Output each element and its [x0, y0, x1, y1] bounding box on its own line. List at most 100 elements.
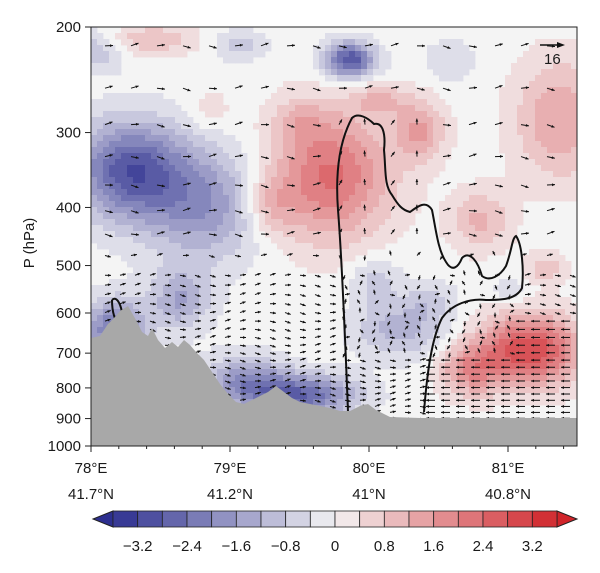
- field-cell: [565, 339, 572, 346]
- field-cell: [403, 303, 410, 310]
- wind-vector-head: [432, 353, 436, 358]
- field-cell: [355, 291, 362, 298]
- field-cell: [373, 165, 380, 172]
- field-cell: [277, 153, 284, 160]
- field-cell: [205, 237, 212, 244]
- field-cell: [91, 117, 98, 124]
- field-cell: [499, 231, 506, 238]
- field-cell: [391, 303, 398, 310]
- field-cell: [187, 309, 194, 316]
- field-cell: [439, 105, 446, 112]
- wind-vector-head: [501, 379, 504, 383]
- field-cell: [361, 375, 368, 382]
- field-cell: [229, 45, 236, 52]
- field-cell: [319, 69, 326, 76]
- field-cell: [475, 225, 482, 232]
- field-cell: [541, 309, 548, 316]
- field-cell: [565, 45, 572, 52]
- wind-vector-head: [272, 372, 276, 376]
- wind-vector-head: [415, 204, 419, 208]
- field-cell: [181, 333, 188, 340]
- field-cell: [277, 183, 284, 190]
- field-cell: [565, 369, 572, 376]
- field-cell: [415, 165, 422, 172]
- field-cell: [373, 159, 380, 166]
- field-cell: [529, 51, 536, 58]
- field-cell: [523, 141, 530, 148]
- field-cell: [463, 51, 470, 58]
- field-cell: [463, 231, 470, 238]
- field-cell: [559, 309, 566, 316]
- field-cell: [541, 141, 548, 148]
- field-cell: [241, 33, 248, 40]
- wind-vector-head: [402, 295, 406, 300]
- field-cell: [517, 87, 524, 94]
- wind-vector-head: [137, 320, 141, 323]
- field-cell: [559, 369, 566, 376]
- field-cell: [343, 321, 350, 328]
- field-cell: [241, 345, 248, 352]
- field-cell: [229, 33, 236, 40]
- field-cell: [205, 93, 212, 100]
- field-cell: [337, 201, 344, 208]
- field-cell: [301, 177, 308, 184]
- field-cell: [535, 111, 542, 118]
- field-cell: [181, 129, 188, 136]
- wind-vector-head: [135, 85, 139, 89]
- field-cell: [553, 297, 560, 304]
- field-cell: [301, 207, 308, 214]
- field-cell: [91, 141, 98, 148]
- field-cell: [505, 81, 512, 88]
- wind-vector-head: [510, 304, 514, 308]
- field-cell: [241, 267, 248, 274]
- field-cell: [469, 213, 476, 220]
- field-cell: [139, 99, 146, 106]
- field-cell: [175, 315, 182, 322]
- wind-vector-head: [339, 228, 342, 233]
- field-cell: [307, 189, 314, 196]
- field-cell: [217, 111, 224, 118]
- field-cell: [553, 81, 560, 88]
- field-cell: [397, 231, 404, 238]
- field-cell: [373, 153, 380, 160]
- field-cell: [139, 135, 146, 142]
- wind-vector-head: [511, 351, 515, 355]
- field-cell: [271, 159, 278, 166]
- field-cell: [385, 291, 392, 298]
- field-cell: [511, 183, 518, 190]
- wind-vector-head: [422, 364, 426, 368]
- field-cell: [481, 201, 488, 208]
- field-cell: [451, 309, 458, 316]
- wind-vector-head: [212, 335, 216, 338]
- field-cell: [559, 339, 566, 346]
- field-cell: [403, 165, 410, 172]
- field-cell: [517, 111, 524, 118]
- field-cell: [319, 243, 326, 250]
- field-cell: [145, 249, 152, 256]
- wind-vector-head: [395, 42, 399, 46]
- field-cell: [175, 177, 182, 184]
- field-cell: [151, 51, 158, 58]
- field-cell: [361, 195, 368, 202]
- field-cell: [127, 183, 134, 190]
- wind-vector-head: [257, 319, 261, 323]
- field-cell: [403, 213, 410, 220]
- wind-vector-head: [302, 336, 306, 339]
- field-cell: [145, 285, 152, 292]
- field-cell: [235, 357, 242, 364]
- field-cell: [385, 237, 392, 244]
- wind-vector-head: [496, 320, 500, 324]
- field-cell: [349, 123, 356, 130]
- field-cell: [385, 111, 392, 118]
- field-cell: [97, 117, 104, 124]
- field-cell: [559, 129, 566, 136]
- field-cell: [277, 147, 284, 154]
- field-cell: [457, 231, 464, 238]
- field-cell: [397, 105, 404, 112]
- wind-vector-head: [415, 179, 419, 183]
- field-cell: [487, 243, 494, 250]
- field-cell: [271, 195, 278, 202]
- field-cell: [337, 393, 344, 400]
- field-cell: [199, 261, 206, 268]
- field-cell: [163, 201, 170, 208]
